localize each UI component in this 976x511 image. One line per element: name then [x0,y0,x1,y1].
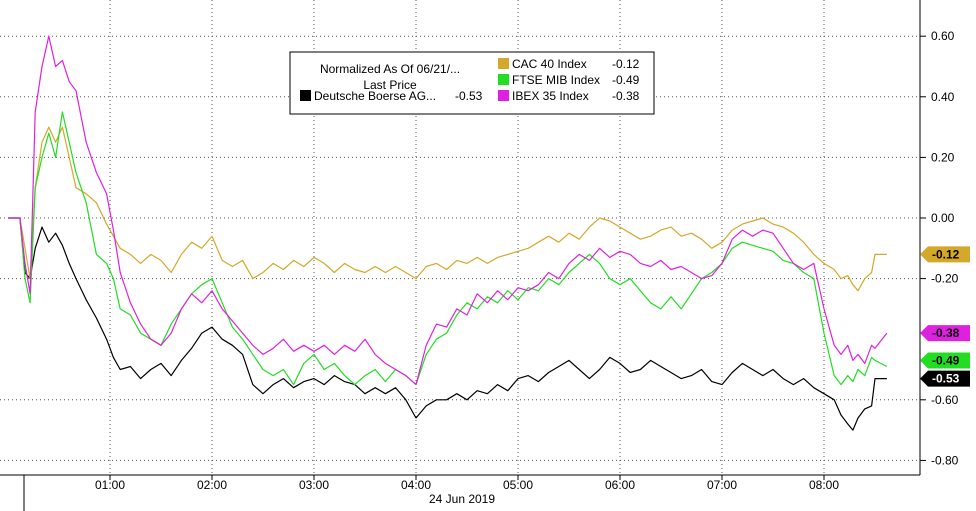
x-tick-label: 04:00 [401,478,431,492]
x-tick-label: 03:00 [299,478,329,492]
series-lines [8,35,888,431]
badge-shape [920,370,970,387]
badge-value: -0.12 [932,247,960,261]
legend-swatch [498,74,509,85]
last-price-badge: -0.38 [920,325,970,342]
legend-heading-line2: Last Price [363,78,417,92]
x-tick-label: 06:00 [605,478,635,492]
badge-value: -0.49 [932,353,960,367]
badge-shape [920,325,970,342]
legend-series-value: -0.49 [612,73,640,87]
legend-series-name: IBEX 35 Index [512,89,589,103]
legend-item: Deutsche Boerse AG... -0.53 [300,89,483,103]
legend-heading-line1: Normalized As Of 06/21/... [320,62,460,76]
series-line-deutsche-boerse-ag [8,217,887,431]
y-tick-label: -0.80 [931,453,959,467]
legend-item: CAC 40 Index -0.12 [498,57,640,71]
y-tick-label: 0.40 [931,90,955,104]
legend-swatch [498,90,509,101]
y-tick-label: -0.60 [931,393,959,407]
legend-box [289,51,655,115]
legend: Normalized As Of 06/21/... Last Price De… [289,51,655,115]
badge-value: -0.38 [932,326,960,340]
legend-items: Deutsche Boerse AG... -0.53 CAC 40 Index -0… [300,57,640,103]
x-axis-ticks: 01:00 02:00 03:00 04:00 05:00 06:00 07:00 08:00 [95,475,839,492]
series-line-ftse-mib-index [8,111,888,386]
y-tick-label: 0.00 [931,211,955,225]
legend-item: IBEX 35 Index -0.38 [498,89,640,103]
x-tick-label: 05:00 [503,478,533,492]
x-tick-label: 01:00 [95,478,125,492]
legend-item: FTSE MIB Index -0.49 [498,73,640,87]
legend-series-name: FTSE MIB Index [512,73,600,87]
y-tick-label: 0.60 [931,29,955,43]
x-tick-label: 07:00 [707,478,737,492]
legend-series-value: -0.53 [455,89,483,103]
series-line-cac-40-index [8,126,887,292]
x-tick-label: 08:00 [809,478,839,492]
y-axis-ticks: 0.60 0.40 0.20 0.00 -0.20 -0.60 -0.80 [920,29,959,467]
legend-series-value: -0.12 [612,57,640,71]
legend-swatch [498,58,509,69]
axes [0,0,921,511]
last-price-badges: -0.12 -0.38 -0.49 -0.53 [920,246,970,387]
legend-series-name: CAC 40 Index [512,57,587,71]
y-tick-label: 0.20 [931,150,955,164]
badge-shape [920,352,970,369]
legend-swatch [300,90,311,101]
last-price-badge: -0.12 [920,246,970,263]
badge-value: -0.53 [932,372,960,386]
x-axis-date-label: 24 Jun 2019 [429,492,495,506]
y-tick-label: -0.20 [931,272,959,286]
badge-shape [920,246,970,263]
legend-series-value: -0.38 [612,89,640,103]
x-tick-label: 02:00 [197,478,227,492]
legend-series-name: Deutsche Boerse AG... [314,89,436,103]
series-line-ibex-35-index [8,35,888,386]
last-price-badge: -0.53 [920,370,970,387]
last-price-badge: -0.49 [920,352,970,369]
